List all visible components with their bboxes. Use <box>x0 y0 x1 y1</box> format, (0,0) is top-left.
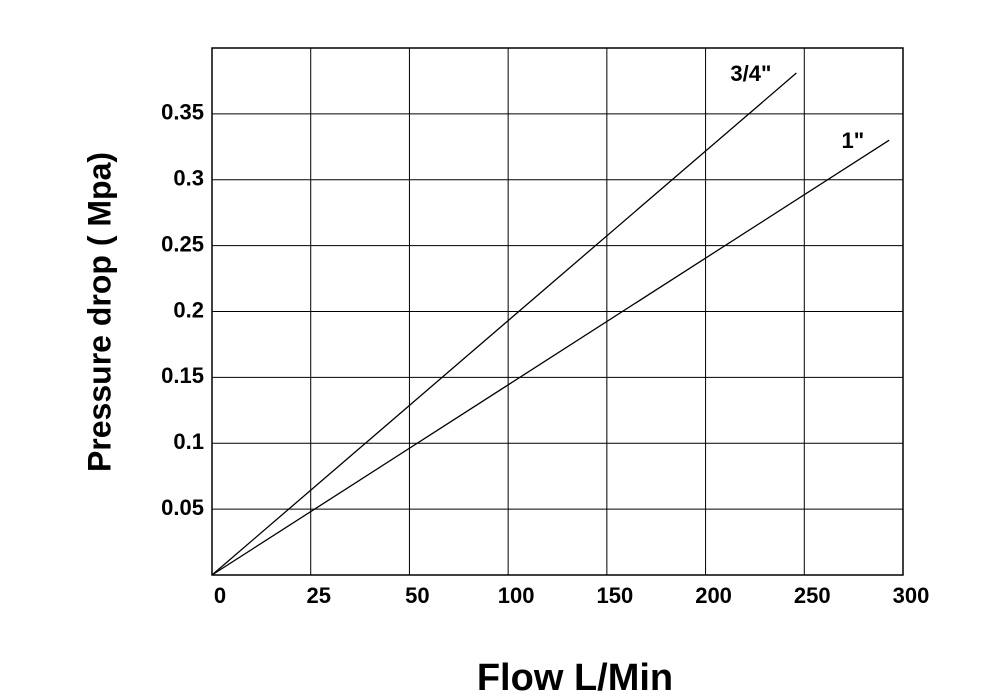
x-tick-label: 50 <box>405 583 429 608</box>
x-tick-label: 0 <box>214 583 226 608</box>
y-tick-label: 0.25 <box>161 231 204 256</box>
y-tick-label: 0.2 <box>173 297 204 322</box>
y-tick-label: 0.1 <box>173 429 204 454</box>
series-line <box>211 72 797 576</box>
x-tick-label: 150 <box>596 583 633 608</box>
x-tick-label: 200 <box>695 583 732 608</box>
x-tick-label: 300 <box>893 583 930 608</box>
x-tick-label: 100 <box>498 583 535 608</box>
y-tick-label: 0.15 <box>161 363 204 388</box>
series-line <box>211 139 890 576</box>
y-tick-label: 0.35 <box>161 100 204 125</box>
series-label: 1" <box>842 128 865 153</box>
x-tick-label: 25 <box>306 583 330 608</box>
y-axis-title: Pressure drop ( Mpa) <box>81 152 117 472</box>
y-tick-label: 0.3 <box>173 166 204 191</box>
x-tick-label: 250 <box>794 583 831 608</box>
series-label: 3/4" <box>730 61 771 86</box>
x-axis-title: Flow L/Min <box>477 657 673 699</box>
y-tick-label: 0.05 <box>161 495 204 520</box>
